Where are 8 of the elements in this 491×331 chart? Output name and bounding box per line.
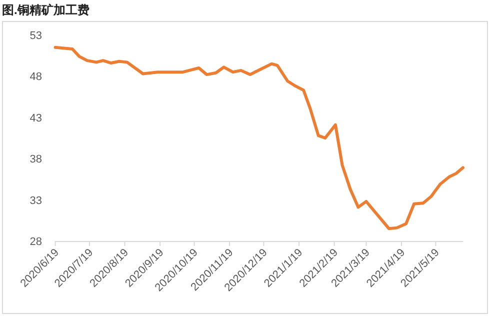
y-tick-label: 38 bbox=[30, 154, 42, 166]
y-tick-label: 33 bbox=[30, 194, 42, 207]
y-tick-label: 48 bbox=[30, 71, 42, 84]
y-tick-label: 53 bbox=[30, 30, 42, 42]
line-series bbox=[54, 46, 464, 230]
y-tick-label: 28 bbox=[30, 236, 42, 248]
y-tick-label: 43 bbox=[30, 112, 42, 124]
chart-title: 图.铜精矿加工费 bbox=[2, 3, 90, 17]
